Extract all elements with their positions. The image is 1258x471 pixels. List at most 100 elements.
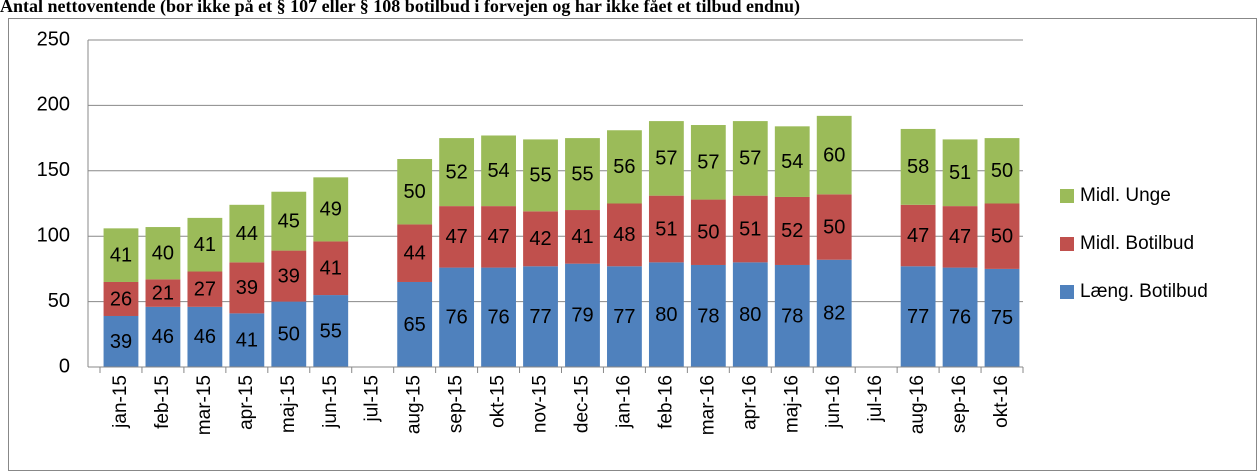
x-tick-label: nov-15: [530, 375, 551, 433]
bar-segment: [984, 138, 1020, 204]
bar-segment: [816, 115, 852, 195]
bar-segment: [942, 267, 978, 367]
bar-segment: [648, 121, 684, 196]
data-label: 57: [655, 148, 677, 170]
bar-segment: [942, 206, 978, 268]
bar-segment: [984, 268, 1020, 367]
data-label: 45: [278, 210, 300, 232]
bar-segment: [942, 139, 978, 207]
x-tick-label: okt-16: [991, 375, 1012, 428]
x-tick-label: jul-16: [865, 375, 886, 422]
data-label: 51: [949, 162, 971, 184]
bar-segment: [481, 267, 516, 367]
data-label: 41: [194, 234, 216, 256]
bar-segment: [439, 206, 475, 268]
bar-segment: [984, 203, 1020, 269]
x-tick-label: jan-16: [613, 375, 634, 429]
x-tick-label: jul-15: [362, 375, 383, 422]
data-label: 41: [110, 244, 132, 266]
bar-segment: [229, 204, 265, 263]
data-label: 54: [781, 151, 803, 173]
data-label: 50: [278, 324, 300, 346]
x-tick-label: apr-16: [739, 375, 760, 430]
bar-segment: [313, 177, 349, 242]
data-label: 55: [320, 320, 342, 342]
data-label: 46: [152, 326, 174, 348]
x-tick-label: mar-15: [194, 375, 215, 435]
data-label: 58: [907, 156, 929, 178]
bar-segment: [648, 195, 684, 263]
data-label: 50: [697, 222, 719, 244]
bar-segment: [187, 217, 223, 272]
x-tick-label: okt-15: [488, 375, 509, 428]
data-label: 47: [907, 225, 929, 247]
bar-segment: [439, 138, 475, 207]
bar-segment: [690, 125, 726, 200]
legend-label: Læng. Botilbud: [1080, 281, 1208, 302]
data-label: 79: [571, 305, 593, 327]
bar-segment: [271, 191, 307, 251]
bar-segment: [145, 227, 181, 280]
x-tick-label: feb-16: [655, 375, 676, 429]
bar-segment: [481, 135, 516, 207]
y-tick-label: 100: [37, 224, 70, 246]
data-label: 52: [445, 161, 467, 183]
bar-segment: [565, 210, 600, 264]
data-label: 80: [655, 304, 677, 326]
bar-segment: [774, 126, 810, 197]
data-label: 39: [278, 265, 300, 287]
data-label: 50: [404, 181, 426, 203]
y-tick-label: 250: [37, 28, 70, 50]
data-label: 47: [949, 226, 971, 248]
data-label: 50: [991, 225, 1013, 247]
bar-segment: [607, 203, 642, 267]
data-label: 56: [613, 156, 635, 178]
data-label: 44: [404, 242, 426, 264]
data-label: 39: [236, 277, 258, 299]
bar-segment: [229, 313, 265, 367]
data-label: 49: [320, 199, 342, 221]
bar-segment: [397, 159, 433, 225]
data-label: 44: [236, 223, 258, 245]
data-label: 47: [487, 226, 509, 248]
bar-segment: [103, 315, 139, 367]
data-label: 76: [487, 307, 509, 329]
legend-label: Midl. Botilbud: [1080, 233, 1194, 254]
x-tick-label: jun-16: [823, 375, 844, 429]
data-label: 55: [529, 165, 551, 187]
bar-segment: [145, 279, 181, 307]
bar-segment: [565, 263, 600, 367]
y-tick-label: 0: [59, 355, 70, 377]
x-tick-label: jan-15: [110, 375, 131, 429]
bar-segment: [648, 262, 684, 367]
data-label: 77: [529, 306, 551, 328]
bar-segment: [397, 281, 433, 367]
data-label: 26: [110, 288, 132, 310]
bar-segment: [774, 196, 810, 265]
x-tick-label: aug-15: [404, 375, 425, 434]
data-label: 51: [739, 218, 761, 240]
bar-segment: [523, 211, 558, 267]
bar-segment: [145, 306, 181, 367]
data-label: 46: [194, 326, 216, 348]
bar-segment: [690, 199, 726, 265]
bar-segment: [271, 301, 307, 367]
bar-segment: [103, 228, 139, 282]
data-label: 75: [991, 307, 1013, 329]
x-tick-label: maj-15: [278, 375, 299, 433]
bar-segment: [732, 121, 768, 196]
x-tick-label: feb-15: [152, 375, 173, 429]
data-label: 57: [697, 152, 719, 174]
legend-swatch: [1060, 189, 1074, 203]
x-tick-label: sep-15: [446, 375, 467, 433]
legend-swatch: [1060, 237, 1074, 251]
bar-segment: [313, 295, 349, 367]
x-tick-label: maj-16: [781, 375, 802, 433]
bar-segment: [607, 130, 642, 204]
bar-segment: [816, 259, 852, 367]
data-label: 80: [739, 304, 761, 326]
bar-segment: [481, 206, 516, 268]
data-label: 21: [152, 282, 174, 304]
bar-segment: [816, 194, 852, 260]
